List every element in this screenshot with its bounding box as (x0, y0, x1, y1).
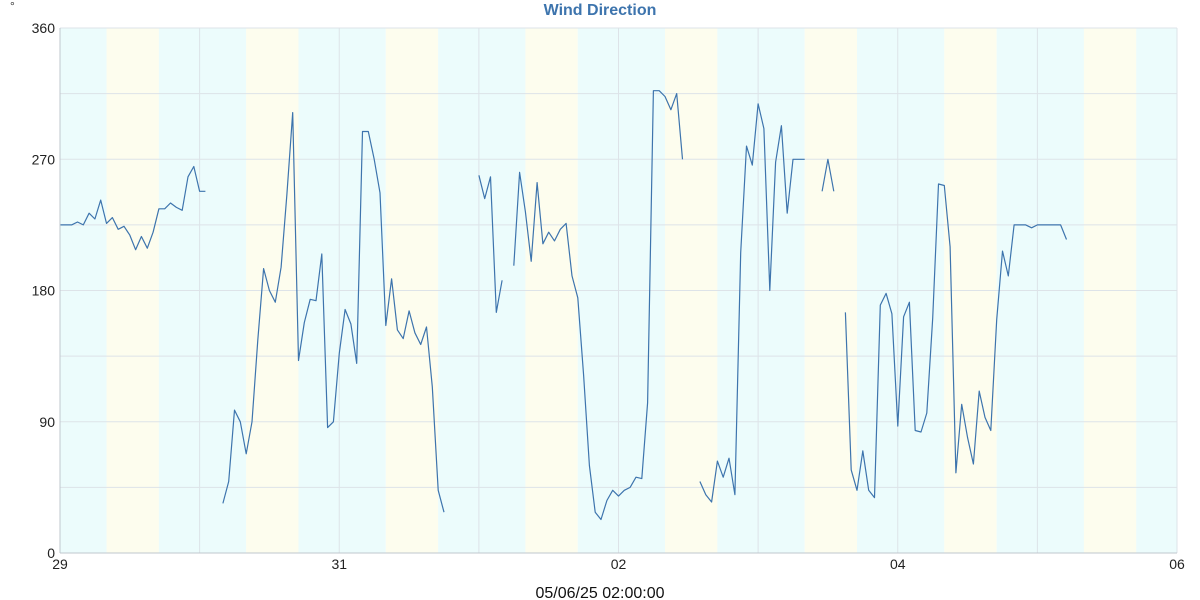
x-tick-label: 06 (1169, 556, 1185, 572)
chart-title: Wind Direction (544, 2, 657, 19)
x-tick-label: 29 (52, 556, 68, 572)
x-tick-label: 31 (331, 556, 347, 572)
y-tick-label: 90 (39, 414, 55, 430)
y-tick-label: 360 (32, 20, 56, 36)
series-segment-0-1 (222, 111, 445, 513)
series-segment-0-3 (513, 90, 684, 521)
series-segment-0-5 (821, 158, 835, 192)
y-tick-label: 180 (32, 283, 56, 299)
y-tick-label: 0 (47, 545, 55, 561)
x-tick-label: 04 (890, 556, 906, 572)
y-unit-label: ° (10, 0, 15, 13)
series-segment-0-0 (60, 165, 206, 251)
series-segment-0-4 (699, 103, 805, 503)
series-segment-0-6 (844, 183, 1068, 499)
series-segment-0-2 (478, 175, 503, 313)
series-line (60, 90, 1068, 521)
y-tick-label: 270 (32, 151, 56, 167)
x-tick-label: 02 (611, 556, 627, 572)
timestamp-label: 05/06/25 02:00:00 (535, 585, 664, 600)
axes: 0 90 180 270 360 29 31 02 04 06 (32, 20, 1185, 572)
